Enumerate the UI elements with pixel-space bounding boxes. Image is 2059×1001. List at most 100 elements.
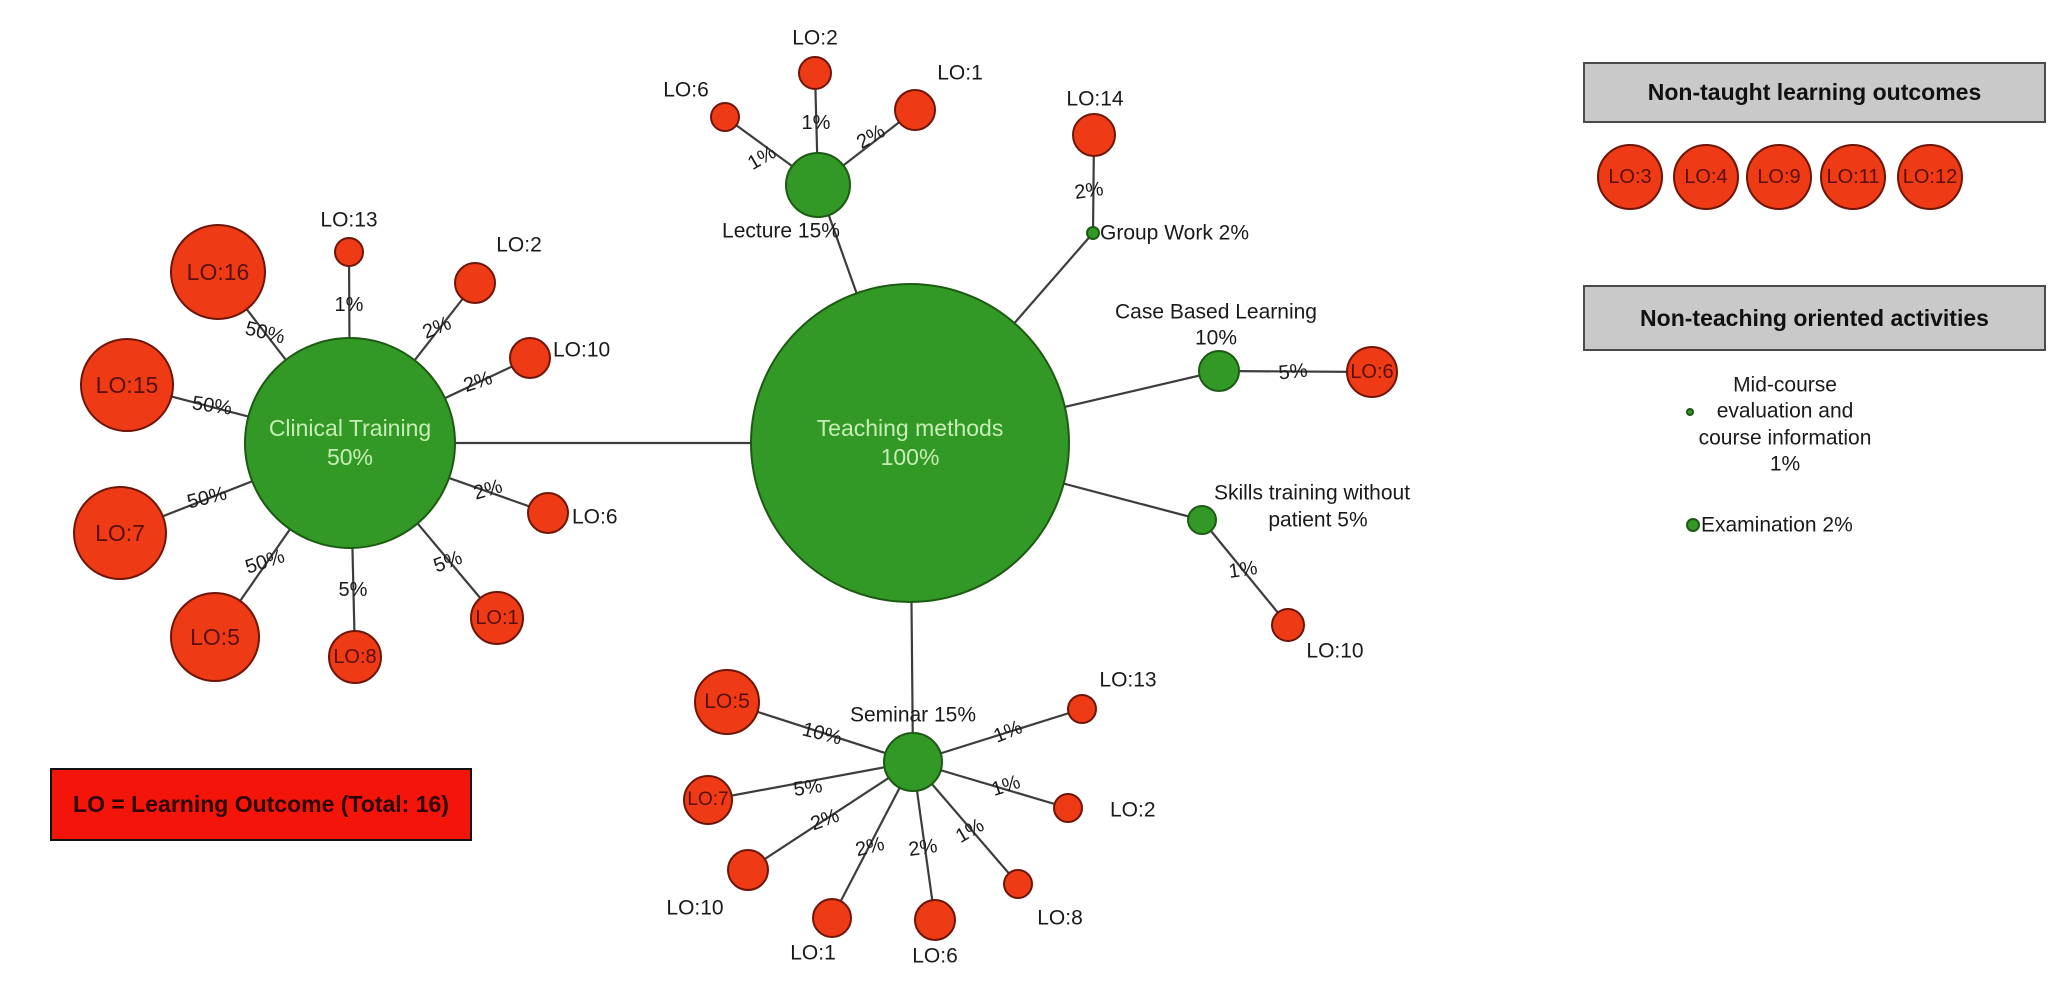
edge-percent-label: 5% (792, 775, 824, 801)
node-cb6: LO:6 (1346, 346, 1398, 398)
edge-line-seminar-m7 (707, 760, 914, 802)
node-c16: LO:16 (170, 224, 266, 320)
diagram-label: LO:2 (496, 233, 542, 257)
diagram-label: Seminar 15% (849, 703, 977, 727)
diagram-label: Examination 2% (1701, 513, 1853, 537)
node-m2 (1053, 793, 1083, 823)
edge-percent-label: 50% (190, 392, 234, 420)
node-lg11-label: LO:11 (1826, 165, 1880, 188)
node-c8-label: LO:8 (333, 645, 377, 668)
node-c6 (527, 492, 569, 534)
diagram-label: LO:6 (663, 78, 709, 102)
node-lg9: LO:9 (1746, 144, 1812, 210)
legend-header-non-teaching-label: Non-teaching oriented activities (1640, 304, 1989, 331)
legend-header-non-taught-label: Non-taught learning outcomes (1647, 79, 1982, 105)
node-m5: LO:5 (694, 669, 760, 735)
node-skills (1187, 505, 1217, 535)
node-c5: LO:5 (170, 592, 260, 682)
edge-percent-label: 1% (801, 112, 831, 134)
node-m8 (1003, 869, 1033, 899)
diagram-label: LO:1 (790, 941, 836, 965)
edge-percent-label: 2% (907, 835, 939, 861)
diagram-label: LO:8 (1037, 906, 1083, 930)
node-c7-label: LO:7 (95, 519, 145, 546)
node-lg4: LO:4 (1673, 144, 1739, 210)
diagram-label: LO:6 (912, 944, 958, 968)
node-c5-label: LO:5 (190, 623, 240, 650)
node-m5-label: LO:5 (704, 689, 750, 713)
node-lg9-label: LO:9 (1757, 165, 1801, 188)
diagram-label: LO:13 (320, 208, 378, 232)
diagram-label: LO:13 (1099, 668, 1157, 692)
node-lg12-label: LO:12 (1902, 165, 1958, 188)
diagram-label: Skills training without (1213, 481, 1411, 505)
node-c7: LO:7 (73, 486, 167, 580)
node-lg12: LO:12 (1897, 144, 1963, 210)
node-clinical-label: Clinical Training 50% (268, 415, 432, 470)
diagram-label: Lecture 15% (722, 219, 840, 243)
node-c10 (509, 337, 551, 379)
node-g14 (1072, 113, 1116, 157)
node-lg11: LO:11 (1820, 144, 1886, 210)
node-l6 (710, 102, 740, 132)
node-m13 (1067, 694, 1097, 724)
node-lg4-label: LO:4 (1684, 165, 1728, 188)
diagram-label: LO:10 (553, 338, 611, 362)
node-midcourse_dot (1686, 408, 1694, 416)
edge-percent-label: 2% (1073, 178, 1105, 204)
legend-header-non-teaching: Non-teaching oriented activities (1583, 285, 2046, 351)
diagram-label: LO:6 (572, 505, 618, 529)
edge-line-seminar-m10 (747, 761, 914, 871)
diagram-label: evaluation and (1716, 399, 1854, 423)
diagram-label: LO:1 (937, 61, 983, 85)
node-exam_dot (1686, 518, 1700, 532)
diagram-label: LO:10 (1306, 639, 1364, 663)
node-teaching: Teaching methods 100% (750, 283, 1070, 603)
node-c13 (334, 237, 364, 267)
node-m7-label: LO:7 (687, 789, 729, 811)
diagram-label: Group Work 2% (1100, 221, 1249, 245)
diagram-label: 10% (1194, 326, 1238, 350)
edge-percent-label: 5% (338, 579, 368, 601)
node-c15: LO:15 (80, 338, 174, 432)
node-group (1086, 226, 1100, 240)
node-s10 (1271, 608, 1305, 642)
learning-outcome-note-box: LO = Learning Outcome (Total: 16) (50, 768, 472, 841)
diagram-label: LO:2 (1110, 798, 1156, 822)
node-m10 (727, 849, 769, 891)
diagram-label: LO:2 (792, 26, 838, 50)
node-case (1198, 350, 1240, 392)
node-c1-label: LO:1 (475, 606, 519, 629)
learning-outcome-note-label: LO = Learning Outcome (Total: 16) (73, 791, 449, 817)
node-c8: LO:8 (328, 630, 382, 684)
diagram-label: patient 5% (1268, 508, 1368, 532)
diagram-label: LO:14 (1066, 87, 1124, 111)
node-lg3-label: LO:3 (1608, 165, 1652, 188)
node-c15-label: LO:15 (95, 371, 159, 398)
node-l2 (798, 56, 832, 90)
edge-percent-label: 5% (1277, 359, 1309, 385)
node-m7: LO:7 (683, 775, 733, 825)
node-c1: LO:1 (470, 591, 524, 645)
node-lecture (785, 152, 851, 218)
node-m6 (914, 899, 956, 941)
edge-line-skills-s10 (1201, 519, 1289, 626)
node-lg3: LO:3 (1597, 144, 1663, 210)
node-l1 (894, 89, 936, 131)
diagram-label: Case Based Learning (1115, 300, 1317, 324)
node-seminar (883, 732, 943, 792)
diagram-label: 1% (1769, 452, 1801, 476)
node-teaching-label: Teaching methods 100% (816, 415, 1004, 470)
node-c2 (454, 262, 496, 304)
legend-header-non-taught: Non-taught learning outcomes (1583, 62, 2046, 123)
node-m1 (812, 898, 852, 938)
diagram-label: LO:10 (666, 896, 724, 920)
node-clinical: Clinical Training 50% (244, 337, 456, 549)
diagram-label: course information (1698, 426, 1872, 450)
node-c16-label: LO:16 (186, 258, 250, 285)
edge-percent-label: 1% (334, 294, 364, 316)
diagram-label: Mid-course (1733, 373, 1837, 397)
edge-percent-label: 1% (1227, 557, 1259, 583)
node-cb6-label: LO:6 (1350, 360, 1394, 383)
